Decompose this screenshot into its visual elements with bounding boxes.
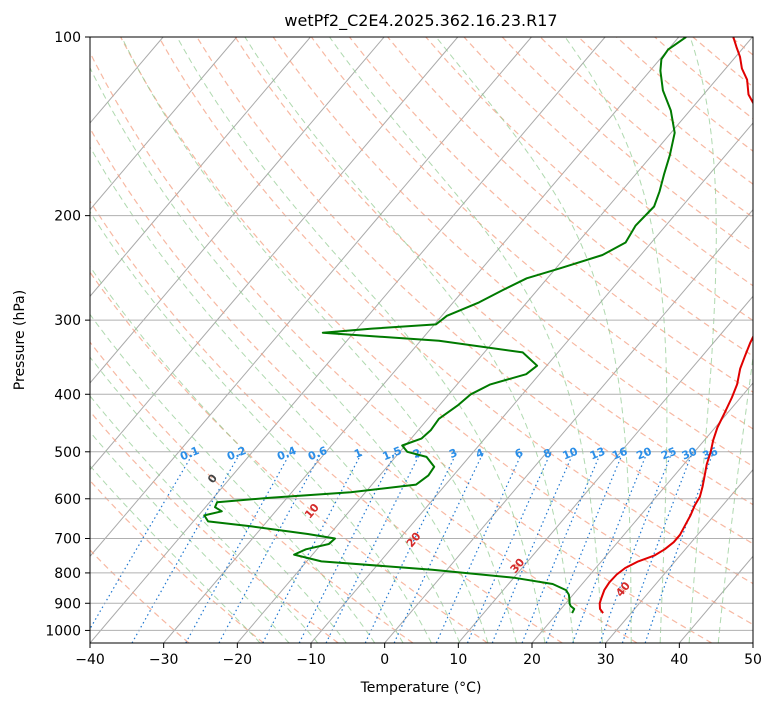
moist-adiabat-lines xyxy=(90,37,753,643)
dewpoint-line xyxy=(203,37,687,614)
moist-adiabat-line xyxy=(90,395,319,643)
y-tick-label: 700 xyxy=(54,532,81,548)
mixing-ratio-label: 1 xyxy=(352,446,364,461)
y-tick-label: 100 xyxy=(54,30,81,46)
moist-adiabat-line xyxy=(435,37,632,643)
chart-title: wetPf2_C2E4.2025.362.16.23.R17 xyxy=(284,11,557,31)
isotherm-line xyxy=(236,37,753,643)
y-axis-title: Pressure (hPa) xyxy=(12,290,28,390)
dry-adiabat-line xyxy=(196,37,753,545)
isotherm-line xyxy=(90,37,532,558)
y-tick-label: 1000 xyxy=(45,623,81,639)
plot-frame xyxy=(89,36,754,644)
dry-adiabat-line xyxy=(90,51,713,643)
dry-adiabat-line xyxy=(90,479,264,643)
moist-adiabat-line xyxy=(90,356,347,643)
mixing-ratio-line xyxy=(435,451,524,643)
moist-adiabat-line xyxy=(90,146,461,643)
isotherm-line xyxy=(90,37,311,298)
mixing-ratio-label: 13 xyxy=(588,445,607,463)
isotherm-line xyxy=(531,382,753,643)
plot-area: 0.10.20.40.611.52346810131620253036-100-… xyxy=(90,37,753,643)
y-tick-label: 600 xyxy=(54,492,81,508)
moist-adiabat-line xyxy=(90,313,376,643)
mixing-ratio-line xyxy=(572,451,649,643)
x-tick-label: 50 xyxy=(744,652,762,668)
moist-adiabat-line xyxy=(90,265,404,643)
moist-adiabat-line xyxy=(90,66,489,643)
y-tick-label: 900 xyxy=(54,596,81,612)
moist-adiabat-line xyxy=(717,353,753,643)
temperature-line xyxy=(598,37,753,614)
dry-adiabat-line xyxy=(158,37,753,585)
x-tick-label: 30 xyxy=(597,652,615,668)
mixing-ratio-label: 20 xyxy=(635,445,654,463)
x-tick-label: −20 xyxy=(223,652,253,668)
x-tick-label: 10 xyxy=(449,652,467,668)
x-axis-title: Temperature (°C) xyxy=(360,680,482,696)
mixing-ratio-line xyxy=(131,451,242,643)
mixing-ratio-label: 30 xyxy=(680,445,699,463)
x-tick-label: 20 xyxy=(523,652,541,668)
dry-adiabat-line xyxy=(90,341,414,643)
moist-adiabat-line xyxy=(564,37,668,643)
dry-adiabat-line xyxy=(90,549,190,643)
sounding-series xyxy=(203,37,753,614)
isotherm-line xyxy=(90,37,459,471)
moist-adiabat-line xyxy=(121,37,517,643)
mixing-ratio-label: 25 xyxy=(659,445,678,463)
mixing-ratio-line xyxy=(90,451,195,631)
moist-adiabat-line xyxy=(90,210,432,643)
dry-adiabat-line xyxy=(120,37,753,626)
isotherm-line xyxy=(605,468,753,643)
x-tick-label: −30 xyxy=(149,652,179,668)
x-tick-label: −40 xyxy=(75,652,105,668)
dry-adiabat-line xyxy=(90,271,488,643)
isotherm-line xyxy=(457,295,753,643)
dry-adiabat-lines xyxy=(90,37,753,643)
y-tick-label: 200 xyxy=(54,209,81,225)
isotherm-line xyxy=(384,208,753,643)
mixing-ratio-label: 10 xyxy=(561,445,580,463)
isotherm-line xyxy=(90,37,238,211)
mixing-ratio-line xyxy=(364,451,458,643)
dry-adiabat-line xyxy=(310,37,753,430)
pressure-gridlines xyxy=(90,37,753,631)
mixing-ratio-label: 3 xyxy=(447,446,459,461)
mixing-ratio-line xyxy=(262,451,363,643)
mixing-ratio-line xyxy=(393,451,485,643)
y-tick-label: 500 xyxy=(54,445,81,461)
dry-adiabat-line xyxy=(349,37,753,393)
x-tick-label: 0 xyxy=(380,652,389,668)
moist-adiabat-line xyxy=(176,37,546,643)
dry-adiabat-line xyxy=(234,37,753,506)
y-tick-label: 400 xyxy=(54,387,81,403)
isotherm-line xyxy=(90,37,606,643)
dry-adiabat-line xyxy=(90,200,563,643)
x-tick-label: −10 xyxy=(296,652,326,668)
mixing-ratio-label: 16 xyxy=(610,445,629,463)
moist-adiabat-line xyxy=(90,431,290,643)
x-tick-label: 40 xyxy=(670,652,688,668)
axes: −40 −30 −20 −10 0 10 20 30 40 50 100 200 300 400 500 60… xyxy=(45,30,762,668)
y-tick-label: 300 xyxy=(54,313,81,329)
isotherm-line xyxy=(90,37,385,384)
mixing-ratio-line xyxy=(599,451,673,643)
dry-adiabat-line xyxy=(272,37,753,468)
mixing-ratio-label: 8 xyxy=(541,446,553,461)
y-tick-label: 800 xyxy=(54,566,81,582)
